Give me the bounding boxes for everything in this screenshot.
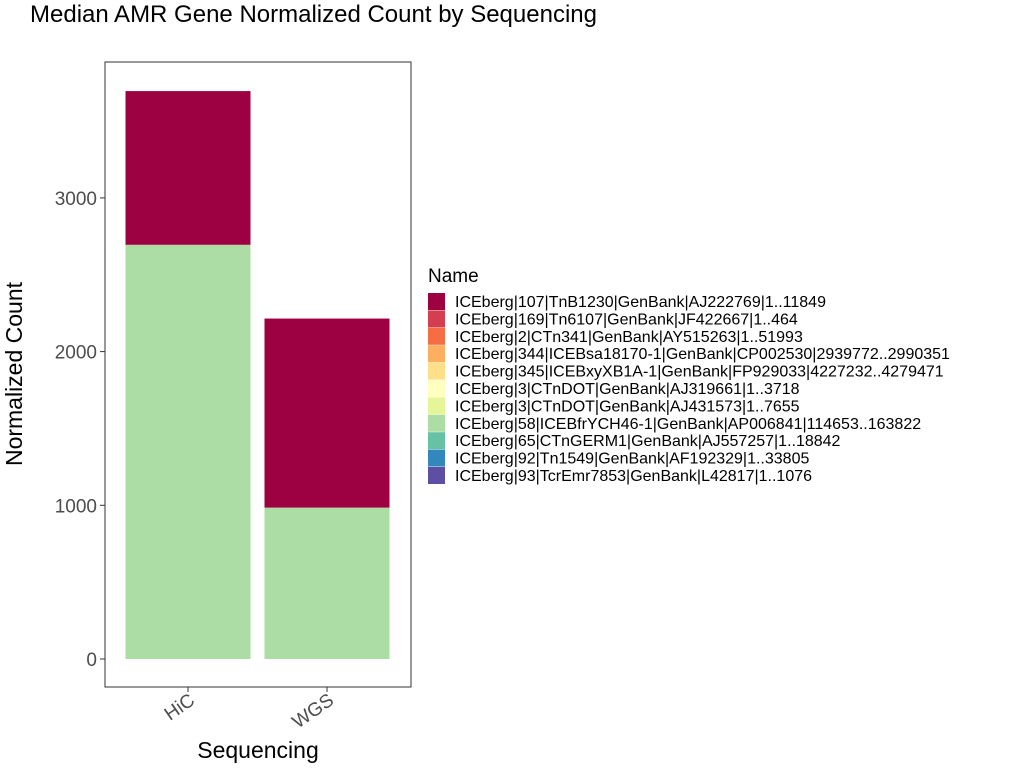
legend-key bbox=[428, 310, 445, 328]
y-tick-label: 2000 bbox=[55, 343, 97, 364]
legend-entry-label: ICEberg|93|TcrEmr7853|GenBank|L42817|1..… bbox=[455, 468, 812, 485]
legend-title: Name bbox=[428, 266, 479, 287]
x-axis: HiC WGS bbox=[161, 687, 338, 733]
legend-entry-label: ICEberg|344|ICEBsa18170-1|GenBank|CP0025… bbox=[455, 346, 950, 363]
legend-key bbox=[428, 380, 445, 397]
x-tick-label-hic: HiC bbox=[161, 690, 199, 725]
legend-key bbox=[428, 345, 445, 363]
legend-key bbox=[428, 414, 445, 432]
y-tick-label: 1000 bbox=[55, 496, 97, 517]
legend: Name ICEberg|107|TnB1230|GenBank|AJ22276… bbox=[428, 266, 950, 485]
legend-key bbox=[428, 293, 445, 310]
legend-entry-label: ICEberg|92|Tn1549|GenBank|AF192329|1..33… bbox=[455, 451, 809, 468]
y-tick-label: 3000 bbox=[55, 189, 97, 210]
y-axis-title: Normalized Count bbox=[1, 281, 27, 466]
legend-key bbox=[428, 327, 445, 345]
bar-hic-series-0 bbox=[125, 244, 251, 659]
x-axis-title: Sequencing bbox=[197, 737, 319, 763]
legend-entry-label: ICEberg|107|TnB1230|GenBank|AJ222769|1..… bbox=[455, 294, 826, 311]
legend-key bbox=[428, 467, 445, 484]
legend-key bbox=[428, 397, 445, 415]
bar-wgs-series-0 bbox=[264, 507, 390, 659]
bar-hic-series-1 bbox=[125, 91, 251, 245]
legend-entry-label: ICEberg|345|ICEBxyXB1A-1|GenBank|FP92903… bbox=[455, 364, 944, 381]
x-tick-label-wgs: WGS bbox=[289, 690, 338, 733]
legend-entry-label: ICEberg|3|CTnDOT|GenBank|AJ319661|1..371… bbox=[455, 381, 800, 398]
y-axis: 0 1000 2000 3000 bbox=[55, 189, 105, 671]
legend-entry-label: ICEberg|169|Tn6107|GenBank|JF422667|1..4… bbox=[455, 311, 798, 328]
bar-wgs-series-1 bbox=[264, 318, 390, 508]
legend-key bbox=[428, 449, 445, 467]
legend-key bbox=[428, 432, 445, 450]
legend-key bbox=[428, 362, 445, 380]
legend-entry-label: ICEberg|65|CTnGERM1|GenBank|AJ557257|1..… bbox=[455, 433, 841, 450]
plot-panel bbox=[104, 61, 412, 688]
bars-layer bbox=[125, 91, 390, 659]
chart-title: Median AMR Gene Normalized Count by Sequ… bbox=[30, 1, 597, 28]
legend-entry-label: ICEberg|58|ICEBfrYCH46-1|GenBank|AP00684… bbox=[455, 416, 921, 433]
legend-entry-label: ICEberg|3|CTnDOT|GenBank|AJ431573|1..765… bbox=[455, 398, 800, 415]
y-tick-label: 0 bbox=[86, 650, 97, 671]
legend-entry-label: ICEberg|2|CTn341|GenBank|AY515263|1..519… bbox=[455, 329, 803, 346]
